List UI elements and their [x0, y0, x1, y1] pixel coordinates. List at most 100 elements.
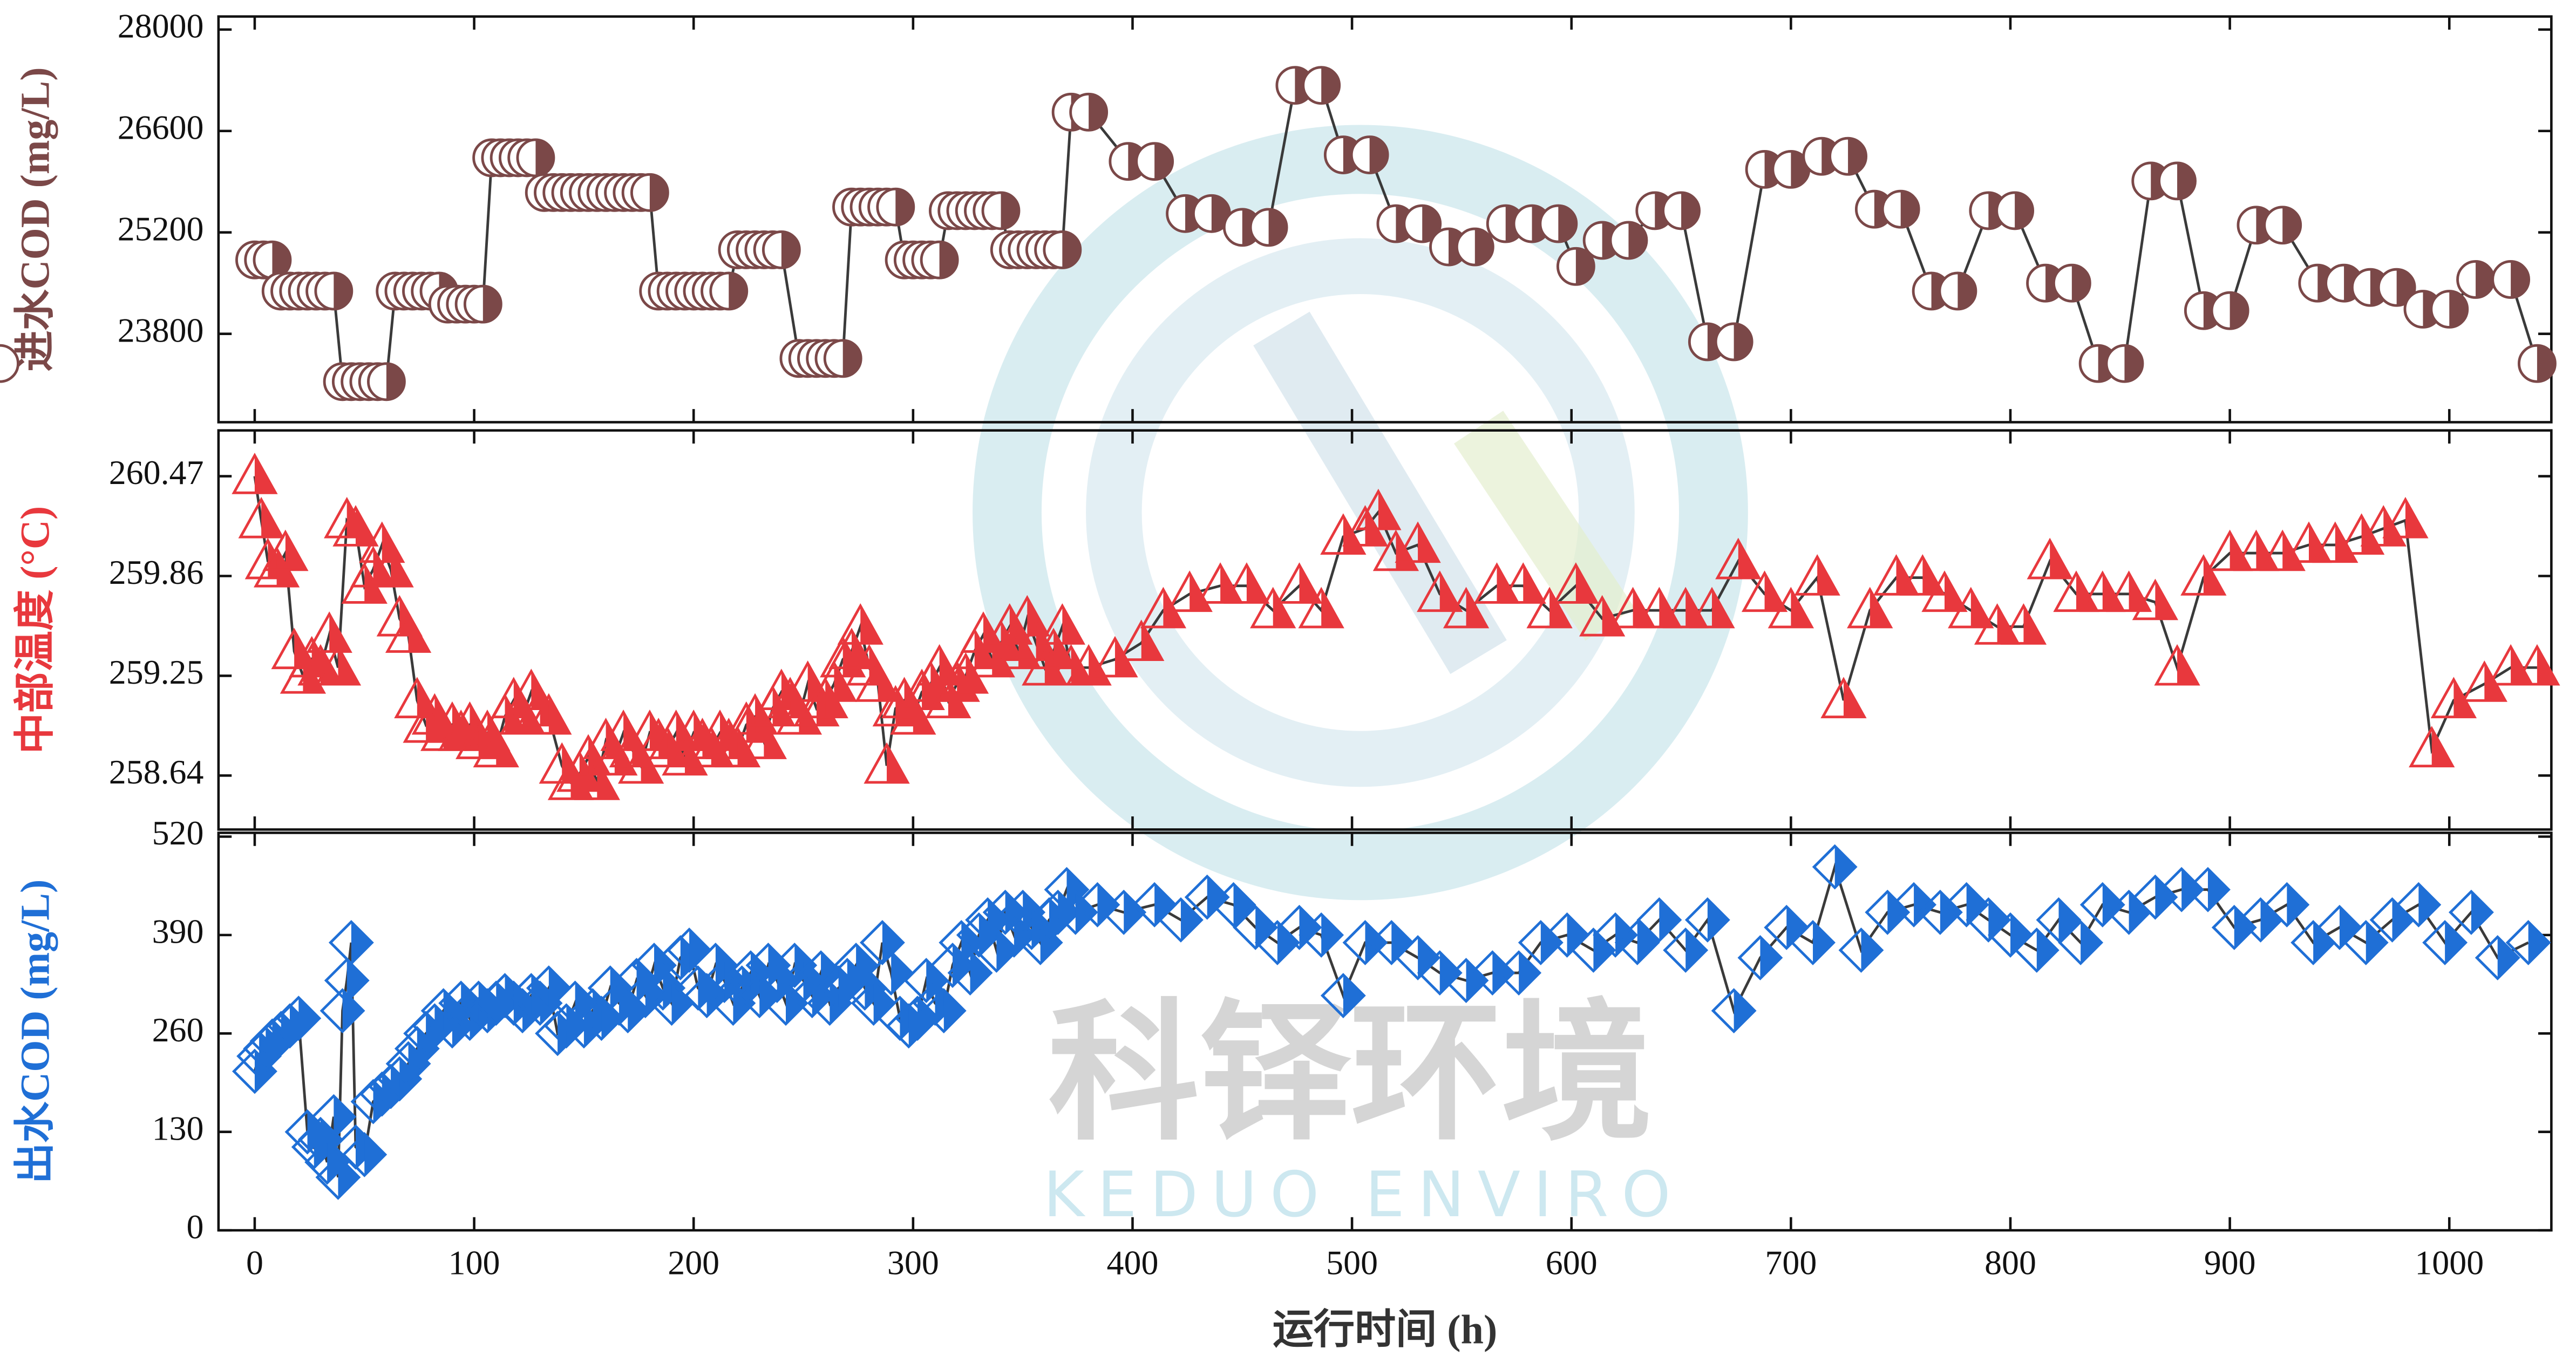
- data-point: [2517, 344, 2557, 383]
- marker-half: [1369, 137, 1388, 173]
- marker-bg: [2422, 919, 2468, 965]
- marker-bg: [1899, 554, 1946, 596]
- data-point: [2377, 268, 2416, 307]
- marker-half: [1558, 206, 1576, 242]
- marker-bg: [342, 1132, 388, 1177]
- y-tick-label: 23800: [118, 311, 204, 349]
- data-point: [1948, 587, 1994, 629]
- marker-bg: [1211, 882, 1256, 928]
- marker-half: [856, 944, 877, 986]
- data-point: [823, 339, 862, 378]
- data-point: [1662, 587, 1709, 629]
- marker-bg: [368, 546, 414, 588]
- data-point: [1829, 137, 1868, 176]
- marker-half: [254, 455, 276, 493]
- marker-half: [953, 944, 974, 986]
- data-point: [1443, 958, 1489, 1004]
- data-point: [1938, 271, 1977, 311]
- marker-half: [724, 959, 745, 1001]
- data-point: [1299, 912, 1344, 958]
- marker-bg: [320, 988, 365, 1034]
- marker-bg: [1768, 587, 1814, 629]
- marker-half: [1900, 191, 1919, 228]
- marker-half: [1707, 899, 1729, 941]
- marker-bg: [499, 693, 546, 735]
- marker-half: [649, 174, 668, 211]
- marker-half: [891, 952, 912, 994]
- data-point: [1320, 973, 1366, 1019]
- marker-bg: [232, 453, 278, 494]
- data-point: [1609, 221, 1648, 260]
- marker-bg: [1891, 882, 1937, 928]
- marker-bg: [1614, 919, 1660, 965]
- marker-bg: [1372, 529, 1419, 571]
- marker-bg: [438, 980, 484, 1026]
- marker-bg: [574, 758, 620, 800]
- data-point: [828, 628, 875, 670]
- data-point: [859, 919, 905, 965]
- data-point: [1101, 889, 1147, 935]
- marker-bg: [1741, 570, 1788, 612]
- marker-bg: [859, 919, 905, 965]
- data-point: [238, 496, 284, 539]
- marker-bg: [2382, 496, 2429, 539]
- y-tick-label: 390: [152, 912, 204, 951]
- marker-bg: [526, 693, 572, 735]
- marker-bg: [1000, 889, 1046, 935]
- data-point: [2491, 260, 2531, 299]
- data-point: [631, 943, 677, 988]
- marker-half: [1439, 573, 1461, 611]
- data-point: [622, 973, 668, 1019]
- marker-bg: [732, 693, 778, 735]
- marker-bg: [526, 965, 572, 1011]
- data-point: [920, 240, 959, 280]
- marker-half: [750, 952, 772, 994]
- data-point: [1539, 204, 1578, 243]
- marker-bg: [1496, 950, 1542, 996]
- marker-half: [2418, 884, 2439, 926]
- data-point: [1689, 587, 1735, 629]
- data-point: [253, 240, 292, 280]
- marker-half: [566, 1005, 587, 1047]
- data-point: [311, 1094, 357, 1140]
- data-point: [473, 726, 519, 768]
- data-point: [2180, 554, 2227, 596]
- data-point: [2053, 570, 2099, 612]
- data-point: [1790, 919, 1836, 965]
- marker-half: [588, 737, 609, 774]
- x-tick-label: 600: [1546, 1244, 1598, 1282]
- marker-bg: [1526, 587, 1573, 629]
- data-point: [1069, 92, 1109, 132]
- marker-bg: [332, 505, 379, 547]
- marker-bg: [2105, 570, 2152, 612]
- data-point: [762, 230, 801, 269]
- marker-bg: [1184, 874, 1230, 920]
- marker-bg: [2079, 882, 2125, 928]
- plot-frame: [217, 831, 2553, 1232]
- marker-half: [2392, 899, 2414, 941]
- marker-half: [2339, 906, 2361, 949]
- data-point: [1881, 189, 1920, 229]
- data-point: [740, 718, 787, 759]
- marker-half: [2129, 891, 2150, 933]
- y-tick-label: 28000: [118, 6, 204, 45]
- marker-half: [2282, 207, 2301, 243]
- marker-bg: [1276, 562, 1323, 604]
- data-point: [1302, 66, 1341, 105]
- data-point: [2263, 206, 2302, 245]
- marker-half: [1066, 869, 1088, 911]
- marker-bg: [2132, 874, 2178, 920]
- marker-half: [2476, 261, 2494, 298]
- marker-bg: [1298, 587, 1344, 629]
- marker-half: [729, 272, 747, 309]
- data-point: [342, 1132, 388, 1177]
- data-point: [1350, 135, 1389, 174]
- marker-half: [1466, 959, 1487, 1001]
- marker-half: [1343, 974, 1364, 1017]
- marker-bg: [2053, 570, 2099, 612]
- marker-bg: [916, 644, 963, 686]
- data-point: [1118, 619, 1165, 662]
- data-point: [2027, 537, 2073, 580]
- marker-half: [1273, 589, 1294, 627]
